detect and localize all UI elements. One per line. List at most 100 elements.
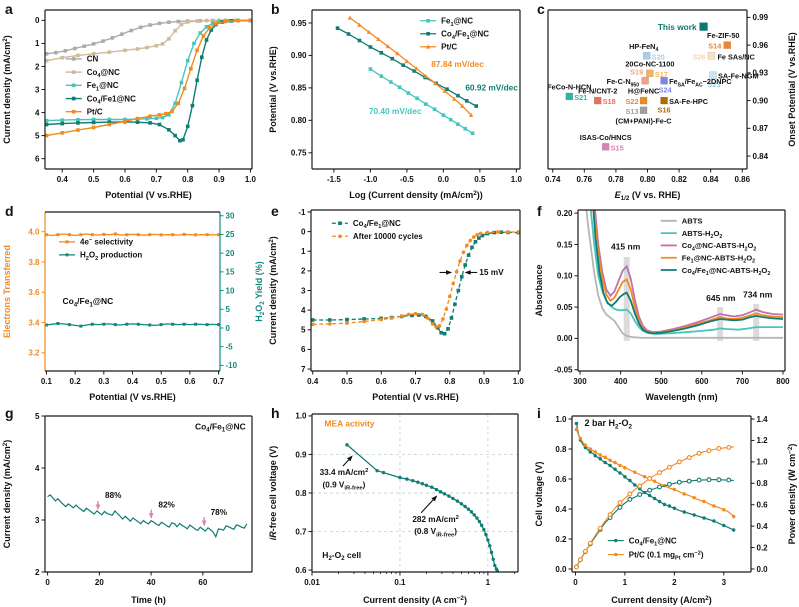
svg-text:Potential (V vs.RHE): Potential (V vs.RHE) — [268, 46, 278, 133]
svg-text:Log (Current density (mA/cm2)): Log (Current density (mA/cm2)) — [349, 190, 483, 200]
svg-text:0.05: 0.05 — [557, 303, 573, 312]
svg-text:4.0: 4.0 — [28, 227, 40, 236]
svg-text:Co4/Fe1@NC: Co4/Fe1@NC — [441, 30, 489, 41]
svg-text:0.6: 0.6 — [555, 475, 567, 484]
svg-text:5: 5 — [226, 305, 231, 314]
svg-text:0.4: 0.4 — [555, 505, 567, 514]
svg-text:0: 0 — [35, 16, 40, 25]
svg-text:2: 2 — [35, 568, 40, 577]
svg-text:ISAS-Co/HNCS: ISAS-Co/HNCS — [580, 133, 632, 142]
svg-text:Co4/Fe1@NC: Co4/Fe1@NC — [87, 94, 136, 105]
chart-f-abts-absorbance: 300 400 500 600 700 800 -0.05 0.00 0.05 0.10 0.15 0… — [534, 209, 790, 402]
svg-text:2 bar H2-O2: 2 bar H2-O2 — [585, 418, 633, 430]
svg-text:H2O2 production: H2O2 production — [80, 251, 142, 262]
svg-text:0.86: 0.86 — [734, 175, 750, 184]
svg-text:87.84 mV/dec: 87.84 mV/dec — [431, 59, 484, 69]
svg-text:S22: S22 — [626, 97, 639, 106]
svg-text:33.4 mA/cm2: 33.4 mA/cm2 — [320, 468, 369, 477]
svg-text:Co4@NC-ABTS-H2O2: Co4@NC-ABTS-H2O2 — [682, 241, 757, 252]
svg-text:Fe1@NC-ABTS-H2O2: Fe1@NC-ABTS-H2O2 — [682, 254, 755, 265]
svg-text:HP-FeN4: HP-FeN4 — [629, 42, 658, 53]
svg-text:400: 400 — [614, 377, 628, 386]
svg-text:0.9: 0.9 — [295, 450, 307, 459]
chart-b-tafel-plots: -1.5 -1.0 -0.5 0.0 0.5 1.0 0.75 0.80 0.85 0.90 0.9… — [268, 9, 523, 200]
svg-text:0.78: 0.78 — [608, 175, 624, 184]
svg-text:0.90: 0.90 — [753, 96, 769, 105]
svg-text:S24: S24 — [659, 86, 673, 95]
svg-text:282 mA/cm2: 282 mA/cm2 — [412, 515, 458, 524]
svg-text:0.96: 0.96 — [753, 41, 769, 50]
svg-text:SA-Fe-HPC: SA-Fe-HPC — [669, 97, 709, 106]
panel-i: i 0 1 2 3 0.0 0.2 0.4 0.6 0.8 1.0 0.0 0.2 0.4 0.6 0.8 1… — [532, 404, 799, 607]
svg-text:0.6: 0.6 — [376, 377, 388, 386]
svg-text:15: 15 — [226, 268, 235, 277]
svg-text:0: 0 — [573, 578, 578, 587]
svg-text:S17: S17 — [655, 70, 668, 79]
svg-text:0.9: 0.9 — [214, 175, 226, 184]
panel-f: f 300 400 500 600 700 800 -0.05 0.00 0.05 0.10 0.1… — [532, 202, 799, 404]
svg-text:0.84: 0.84 — [753, 152, 769, 161]
panel-a: a 0.4 0.5 0.6 0.7 0.8 0.9 1.0 0 1 2 3 4 5 6 Potential … — [0, 0, 266, 202]
svg-text:0.6: 0.6 — [757, 501, 769, 510]
svg-text:Fe-ZIF-50: Fe-ZIF-50 — [707, 31, 739, 40]
svg-text:S18: S18 — [603, 97, 616, 106]
svg-text:30: 30 — [226, 212, 235, 221]
svg-text:Co4/Fe1@NC: Co4/Fe1@NC — [353, 219, 401, 230]
svg-text:1.0: 1.0 — [511, 175, 523, 184]
svg-text:0.0: 0.0 — [555, 565, 567, 574]
svg-text:1.0: 1.0 — [757, 458, 769, 467]
svg-text:Fe SAs/NC: Fe SAs/NC — [717, 52, 755, 61]
svg-text:-1.0: -1.0 — [363, 175, 377, 184]
svg-text:1: 1 — [35, 39, 40, 48]
svg-text:0.00: 0.00 — [557, 334, 573, 343]
svg-text:0.82: 0.82 — [671, 175, 687, 184]
svg-text:FeSA/FeAC−2DNPC: FeSA/FeAC−2DNPC — [669, 77, 732, 88]
svg-text:Time (h): Time (h) — [131, 595, 166, 605]
svg-text:800: 800 — [776, 377, 790, 386]
svg-text:0.2: 0.2 — [757, 543, 769, 552]
svg-text:4: 4 — [35, 464, 40, 473]
svg-text:0.7: 0.7 — [151, 175, 163, 184]
svg-text:S23: S23 — [708, 80, 721, 89]
svg-text:Fe-N/CNT-2: Fe-N/CNT-2 — [578, 87, 617, 96]
svg-text:4: 4 — [35, 108, 40, 117]
svg-text:0.2: 0.2 — [555, 535, 567, 544]
svg-text:0.01: 0.01 — [304, 578, 320, 587]
svg-text:0.75: 0.75 — [291, 149, 307, 158]
svg-text:25: 25 — [226, 230, 235, 239]
svg-text:5: 5 — [35, 131, 40, 140]
svg-text:0.90: 0.90 — [291, 51, 307, 60]
svg-text:0.8: 0.8 — [555, 445, 567, 454]
panel-d: d 0.1 0.2 0.3 0.4 0.5 0.6 0.7 3.2 3.4 3.6 3.8 4.0 -1… — [0, 202, 266, 404]
svg-text:0: 0 — [226, 324, 231, 333]
svg-text:Co4/Fe1@NC-ABTS-H2O2: Co4/Fe1@NC-ABTS-H2O2 — [682, 266, 771, 277]
svg-text:(0.9 ViR-free): (0.9 ViR-free) — [323, 480, 366, 491]
svg-text:0.0: 0.0 — [757, 565, 769, 574]
svg-text:1.0: 1.0 — [513, 377, 525, 386]
svg-text:500: 500 — [655, 377, 669, 386]
svg-text:H2O2 Yield (%): H2O2 Yield (%) — [254, 261, 266, 322]
svg-text:Wavelength (nm): Wavelength (nm) — [645, 392, 717, 402]
svg-text:Pt/C: Pt/C — [87, 108, 103, 117]
svg-text:734 nm: 734 nm — [743, 290, 773, 300]
svg-text:2: 2 — [35, 62, 40, 71]
svg-text:0.74: 0.74 — [545, 175, 561, 184]
svg-text:20: 20 — [226, 249, 235, 258]
panel-letter-i: i — [537, 405, 541, 421]
svg-text:ABTS-H2O2: ABTS-H2O2 — [682, 229, 723, 240]
svg-text:S26: S26 — [692, 52, 705, 61]
panel-letter-f: f — [537, 203, 542, 219]
svg-text:10: 10 — [226, 286, 235, 295]
svg-text:Co4/Fe1@NC: Co4/Fe1@NC — [63, 296, 114, 308]
svg-text:Current density (A/cm2): Current density (A/cm2) — [611, 595, 712, 605]
svg-text:3.4: 3.4 — [28, 318, 40, 327]
svg-text:0.85: 0.85 — [291, 84, 307, 93]
svg-text:1: 1 — [623, 578, 628, 587]
svg-text:H@FeNC: H@FeNC — [628, 87, 660, 96]
svg-text:1.2: 1.2 — [757, 436, 769, 445]
svg-text:0.5: 0.5 — [88, 175, 100, 184]
panel-letter-a: a — [5, 1, 13, 17]
svg-text:iR-free cell voltage (V): iR-free cell voltage (V) — [268, 446, 278, 541]
panel-h: h 0.01 0.1 1 0.6 0.7 0.8 0.9 1.0 Current density… — [266, 404, 532, 607]
